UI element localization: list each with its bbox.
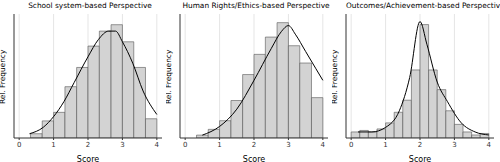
svg-text:4: 4 <box>155 141 160 149</box>
html-text:Human Rights/Ethics-based Pers: Human Rights/Ethics-based Perspective <box>182 1 330 10</box>
svg-text:Score: Score <box>243 155 265 162</box>
svg-text:Score: Score <box>77 155 99 162</box>
svg-text:1: 1 <box>383 141 387 149</box>
svg-text:2: 2 <box>418 141 422 149</box>
svg-text:4: 4 <box>321 141 326 149</box>
svg-text:Score: Score <box>409 155 431 162</box>
svg-text:3: 3 <box>452 141 456 149</box>
svg-text:Rel. Frequency: Rel. Frequency <box>332 49 339 104</box>
svg-text:Rel. Frequency: Rel. Frequency <box>166 49 173 104</box>
svg-text:1: 1 <box>217 141 221 149</box>
svg-text:0: 0 <box>183 141 187 149</box>
svg-text:3: 3 <box>286 141 290 149</box>
html-text:School system-based Perspectiv: School system-based Perspective <box>28 1 152 10</box>
svg-text:0: 0 <box>349 141 353 149</box>
svg-text:1: 1 <box>51 141 55 149</box>
svg-text:0: 0 <box>17 141 21 149</box>
svg-text:2: 2 <box>252 141 256 149</box>
svg-text:2: 2 <box>86 141 90 149</box>
svg-text:3: 3 <box>120 141 124 149</box>
svg-text:4: 4 <box>487 141 492 149</box>
